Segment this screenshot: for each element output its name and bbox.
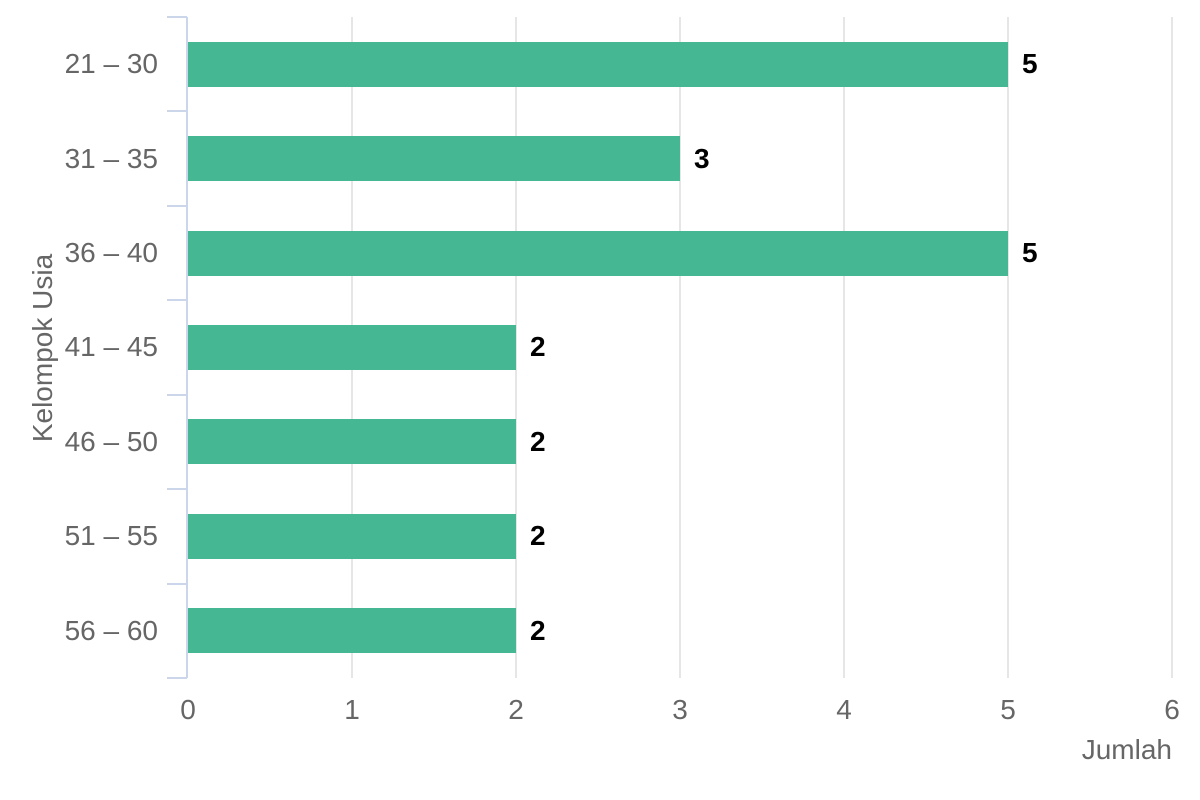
bar-row: 31 – 35 3 [65, 111, 1172, 205]
category-label: 46 – 50 [64, 425, 158, 457]
gridline [843, 17, 845, 678]
plot-area: 21 – 30 5 31 – 35 3 36 – 40 5 41 – 45 2 46 – 50 2… [65, 16, 1180, 765]
bar[interactable] [188, 419, 516, 465]
bar-rows: 21 – 30 5 31 – 35 3 36 – 40 5 41 – 45 2 46 – 50 2… [65, 17, 1172, 678]
bar-value-label: 2 [530, 331, 546, 363]
y-axis-tick [167, 488, 187, 491]
bar-value-label: 2 [530, 520, 546, 552]
bar-row: 46 – 50 2 [65, 395, 1172, 489]
gridline [679, 17, 681, 678]
bar-row: 51 – 55 2 [65, 489, 1172, 583]
bar[interactable] [188, 608, 516, 654]
y-axis-tick [167, 582, 187, 585]
bar[interactable] [188, 41, 1008, 87]
bar-row: 56 – 60 2 [65, 584, 1172, 678]
category-label: 41 – 45 [64, 331, 158, 363]
x-tick-label: 3 [672, 694, 688, 725]
category-label: 36 – 40 [64, 237, 158, 269]
bar-value-label: 2 [530, 614, 546, 646]
bar-row: 36 – 40 5 [65, 206, 1172, 300]
y-axis-title: Kelompok Usia [27, 253, 58, 443]
bar[interactable] [188, 513, 516, 559]
bar-value-label: 5 [1022, 237, 1038, 269]
y-axis-tick [167, 204, 187, 207]
y-axis-tick [167, 16, 187, 18]
x-tick-label: 1 [344, 694, 360, 725]
category-label: 51 – 55 [64, 520, 158, 552]
x-tick-label: 4 [836, 694, 852, 725]
category-label: 31 – 35 [64, 142, 158, 174]
y-axis-tick [167, 677, 187, 679]
y-axis-tick [167, 299, 187, 302]
y-axis-tick [167, 110, 187, 113]
category-label: 56 – 60 [64, 614, 158, 646]
y-axis-tick [167, 393, 187, 396]
bar-value-label: 3 [694, 142, 710, 174]
category-label: 21 – 30 [64, 48, 158, 80]
x-tick-label: 0 [180, 694, 196, 725]
bar[interactable] [188, 136, 680, 182]
x-tick-label: 2 [508, 694, 524, 725]
gridline [515, 17, 517, 678]
bar[interactable] [188, 230, 1008, 276]
x-tick-label: 5 [1000, 694, 1016, 725]
x-tick-label: 6 [1164, 694, 1180, 725]
x-axis-title: Jumlah [1081, 734, 1172, 765]
bar-value-label: 2 [530, 425, 546, 457]
gridline [1007, 17, 1009, 678]
bar-value-label: 5 [1022, 48, 1038, 80]
bar-row: 41 – 45 2 [65, 300, 1172, 394]
gridline [1171, 17, 1173, 678]
bar[interactable] [188, 324, 516, 370]
y-axis-line [186, 17, 188, 678]
bar-row: 21 – 30 5 [65, 17, 1172, 111]
